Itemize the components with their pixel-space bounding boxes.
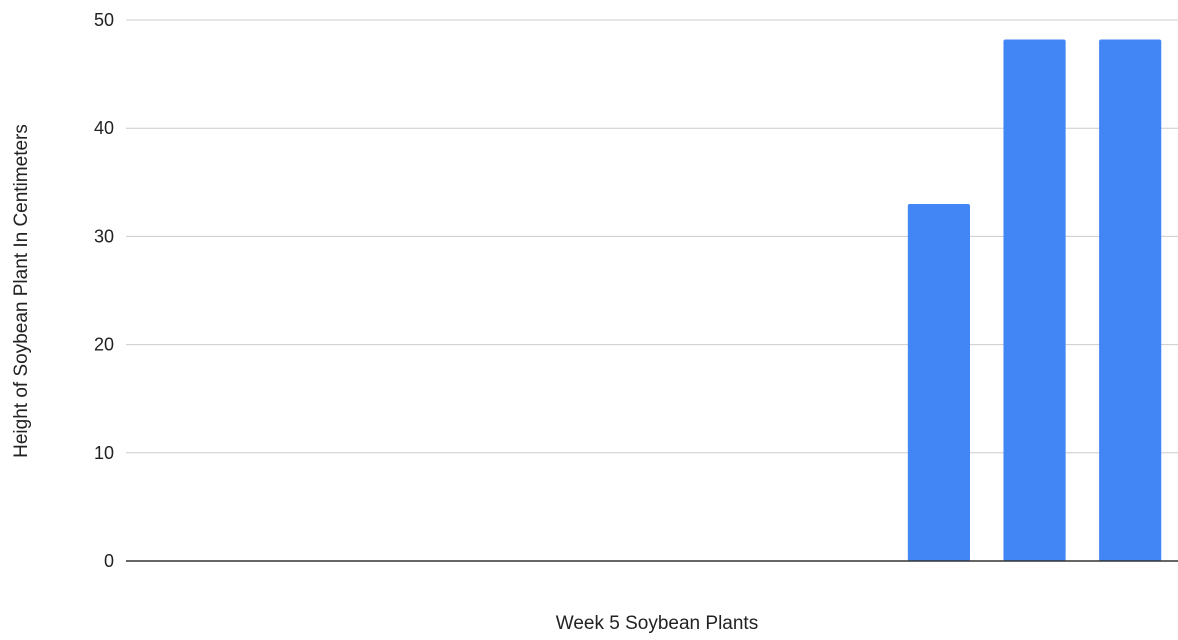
y-tick-label-20: 20: [94, 335, 114, 355]
gridlines: [126, 19, 1178, 454]
bar-11: [1099, 39, 1162, 561]
y-tick-label-40: 40: [94, 118, 114, 138]
axes: 0 10 20 30 40 50: [94, 10, 1178, 571]
y-tick-label-50: 50: [94, 10, 114, 30]
x-axis-title: Week 5 Soybean Plants: [556, 613, 758, 634]
y-tick-label-30: 30: [94, 226, 114, 246]
bar-10: [1003, 39, 1066, 561]
bars: [907, 39, 1162, 561]
y-tick-label-10: 10: [94, 443, 114, 463]
bar-9: [907, 203, 970, 561]
y-axis-title: Height of Soybean Plant In Centimeters: [11, 124, 32, 458]
y-tick-label-0: 0: [104, 551, 114, 571]
